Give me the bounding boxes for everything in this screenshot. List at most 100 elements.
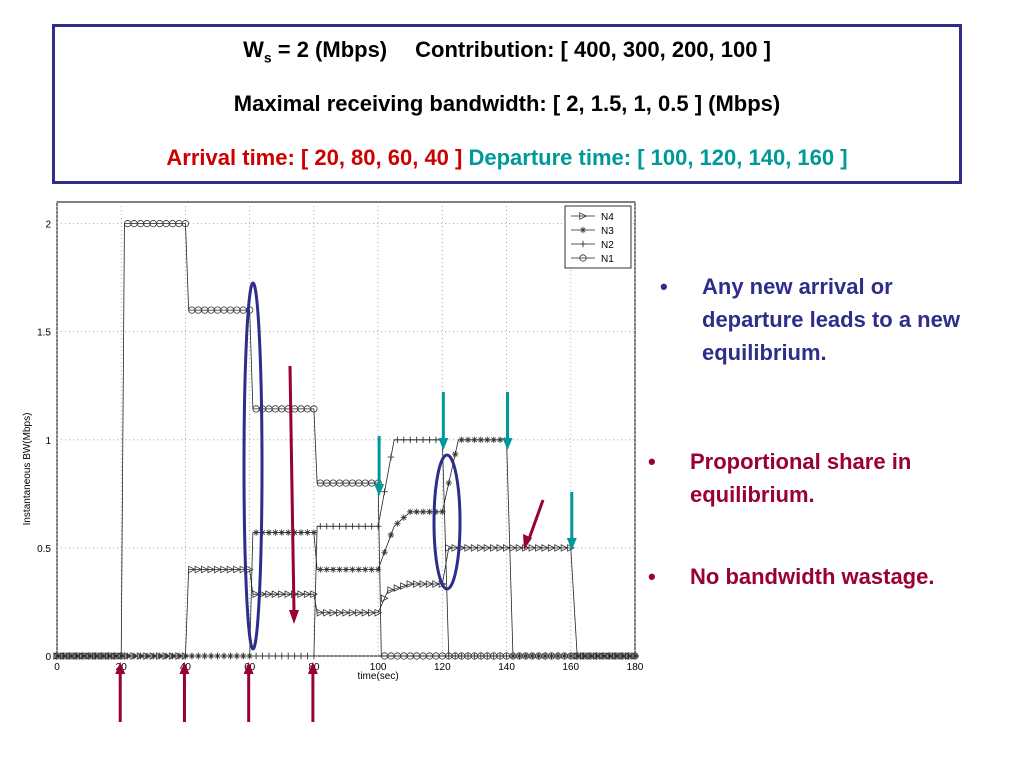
data-point	[464, 436, 472, 444]
data-point	[207, 565, 216, 574]
data-point	[387, 453, 395, 461]
data-point	[265, 652, 273, 660]
data-point	[419, 508, 427, 516]
arrival-arrow-head	[179, 662, 190, 674]
data-point	[329, 566, 337, 573]
data-point	[188, 652, 196, 660]
transition-arrow-head	[289, 610, 299, 624]
data-point	[342, 523, 350, 530]
arrival-time-text: Arrival time: [ 20, 80, 60, 40 ]	[166, 145, 463, 170]
y-tick-label: 0	[45, 652, 51, 663]
data-point	[259, 652, 266, 660]
highlight-ellipse	[242, 281, 264, 651]
data-point	[156, 652, 163, 660]
data-point	[317, 523, 324, 530]
data-point	[336, 523, 343, 530]
data-point	[143, 652, 151, 660]
bullet-text: Proportional share in equilibrium.	[690, 449, 912, 507]
data-point	[496, 544, 505, 552]
data-point	[490, 544, 498, 552]
data-point	[425, 580, 434, 588]
data-point	[323, 523, 330, 530]
data-point	[502, 544, 511, 552]
data-point	[265, 529, 273, 536]
data-point	[240, 652, 247, 660]
data-point	[297, 652, 305, 660]
data-point	[285, 529, 292, 536]
data-point	[528, 544, 537, 552]
arrival-arrow-head	[115, 662, 126, 674]
ws-label: W	[243, 37, 264, 62]
data-point	[310, 405, 318, 413]
data-point	[310, 652, 318, 660]
transition-arrow	[527, 499, 545, 540]
data-point	[631, 652, 639, 660]
data-point	[182, 652, 189, 660]
data-point	[413, 580, 421, 588]
data-point	[137, 652, 144, 660]
data-point	[394, 520, 401, 527]
legend-box	[564, 205, 632, 269]
x-tick-label: 140	[498, 662, 515, 673]
departure-time-text: Departure time: [ 100, 120, 140, 160 ]	[468, 145, 848, 170]
timing-line: Arrival time: [ 20, 80, 60, 40 ] Departu…	[55, 145, 959, 171]
data-point	[297, 590, 306, 599]
bullet-dot-icon: •	[648, 564, 656, 589]
x-tick-label: 0	[54, 662, 60, 673]
data-point	[407, 436, 414, 444]
data-point	[355, 608, 363, 617]
transition-arrow	[288, 365, 296, 613]
x-tick-label: 100	[370, 662, 387, 673]
data-point	[458, 436, 465, 444]
data-point	[387, 586, 396, 594]
max-bandwidth-text: Maximal receiving bandwidth: [ 2, 1.5, 1…	[233, 91, 781, 116]
data-point	[554, 544, 563, 552]
departure-arrow-head	[502, 438, 513, 450]
data-point	[226, 565, 235, 574]
data-point	[310, 590, 318, 599]
contribution-text: Contribution: [ 400, 300, 200, 100 ]	[415, 37, 771, 62]
data-point	[213, 565, 222, 574]
data-point	[316, 608, 325, 617]
data-point	[252, 529, 260, 536]
bullet-text: No bandwidth wastage.	[690, 564, 935, 589]
data-point	[380, 594, 389, 603]
data-point	[432, 436, 440, 444]
data-point	[310, 529, 318, 536]
data-point	[201, 565, 209, 574]
data-point	[381, 488, 388, 495]
plot-frame	[56, 201, 636, 657]
data-point	[407, 508, 414, 516]
data-point	[471, 436, 478, 444]
data-point	[362, 566, 369, 573]
data-point	[426, 436, 433, 444]
data-point	[329, 608, 338, 617]
data-point	[374, 523, 382, 530]
data-point	[393, 584, 402, 592]
data-point	[278, 590, 286, 599]
data-point	[374, 566, 382, 573]
data-point	[470, 544, 479, 552]
data-point	[362, 523, 369, 530]
data-point	[195, 652, 202, 660]
legend-label: N3	[601, 226, 614, 237]
data-point	[579, 226, 587, 234]
data-point	[342, 566, 350, 573]
bandwidth-chart: 02040608010012014016018000.511.52time(se…	[22, 201, 644, 722]
data-point	[181, 220, 190, 228]
data-point	[291, 529, 298, 536]
data-point	[214, 652, 221, 660]
data-point	[483, 544, 492, 552]
y-axis-label: Instantaneous BW(Mbps)	[22, 413, 33, 526]
data-point	[207, 652, 215, 660]
data-point	[271, 590, 280, 599]
data-point	[278, 529, 285, 536]
data-point	[272, 652, 279, 660]
x-axis-label: time(sec)	[358, 671, 399, 682]
legend-label: N1	[601, 254, 614, 265]
bullet-dot-icon: •	[648, 449, 656, 474]
departure-arrow-head	[566, 538, 577, 550]
data-point	[323, 608, 331, 617]
ws-subscript: s	[263, 49, 272, 66]
parameters-box: Ws = 2 (Mbps) Contribution: [ 400, 300, 2…	[52, 24, 962, 184]
